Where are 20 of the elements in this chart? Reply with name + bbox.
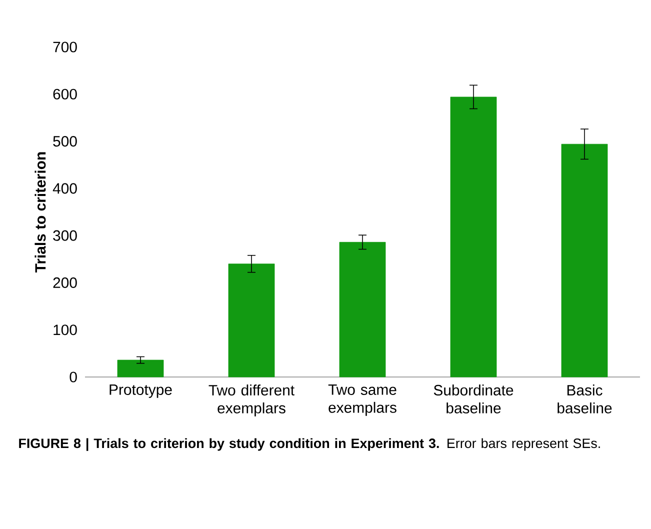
- y-tick-label: 700: [53, 42, 77, 52]
- y-tick-label: 0: [70, 372, 77, 382]
- y-tick-label: 400: [52, 183, 77, 194]
- y-axis-title: Trials to criterion: [34, 152, 46, 272]
- bar: [561, 144, 608, 378]
- bar: [228, 264, 275, 378]
- x-tick-label: Two same exemplars: [328, 384, 396, 416]
- x-tick-label: Subordinate baseline: [434, 384, 514, 414]
- x-tick-label: Basic baseline: [558, 384, 612, 414]
- x-tick-label: Two different exemplars: [208, 384, 294, 416]
- y-tick-label: 500: [53, 136, 77, 147]
- y-tick-label: 600: [53, 88, 77, 100]
- bar: [339, 242, 386, 378]
- y-tick-label: 300: [53, 230, 77, 241]
- y-tick-label: 100: [54, 324, 77, 336]
- text: FIGURE 8 | Trials to criterion by study condition in Experiment 3. Error bars represent SEs.: [19, 438, 600, 451]
- y-tick-label: 200: [53, 277, 77, 288]
- bar: [117, 360, 164, 378]
- x-tick-label: Prototype: [110, 384, 172, 398]
- bar: [450, 96, 497, 378]
